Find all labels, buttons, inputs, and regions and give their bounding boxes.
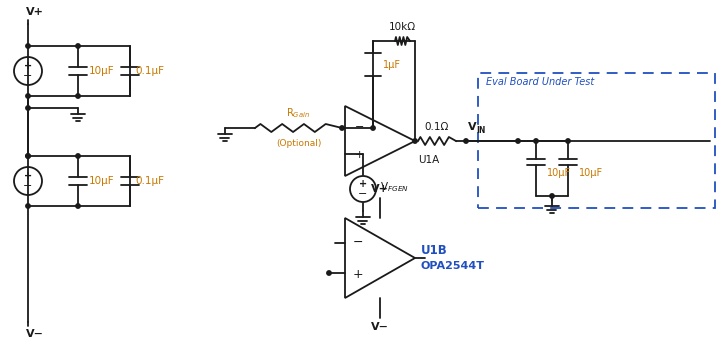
Text: U1A: U1A [418,155,439,165]
Text: R$_{Gain}$: R$_{Gain}$ [286,106,310,120]
Text: U1B: U1B [421,244,448,256]
Circle shape [550,194,554,198]
Circle shape [26,94,30,98]
Text: −: − [353,236,363,248]
Text: +: + [24,61,32,71]
Circle shape [26,204,30,208]
Circle shape [370,126,376,130]
Text: V−: V− [371,322,389,332]
Circle shape [76,154,80,158]
Circle shape [76,204,80,208]
Circle shape [76,94,80,98]
Text: 0.1Ω: 0.1Ω [425,122,450,132]
Circle shape [327,271,331,275]
Circle shape [534,139,538,143]
Text: V−: V− [26,329,44,339]
Text: +: + [359,179,367,189]
Text: IN: IN [476,126,485,135]
Circle shape [464,139,468,143]
Circle shape [76,44,80,48]
Text: −: − [358,189,368,199]
Text: V+: V+ [26,7,44,17]
Text: 1μF: 1μF [383,60,401,70]
Circle shape [26,154,30,158]
Circle shape [26,106,30,110]
Text: −: − [23,71,33,81]
Circle shape [340,126,344,130]
Circle shape [566,139,570,143]
Text: 10kΩ: 10kΩ [389,22,416,32]
Text: (Optional): (Optional) [276,139,321,148]
Text: 10μF: 10μF [579,167,603,177]
Text: +: + [24,171,32,181]
Text: 0.1μF: 0.1μF [135,176,164,186]
Text: V+: V+ [371,184,389,194]
Text: 10μF: 10μF [89,66,115,76]
Text: 10μF: 10μF [89,176,115,186]
Text: Eval Board Under Test: Eval Board Under Test [486,77,594,87]
Circle shape [26,154,30,158]
Text: OPA2544T: OPA2544T [421,261,485,271]
Text: −: − [23,181,33,191]
Circle shape [26,44,30,48]
Text: +: + [353,267,364,281]
Circle shape [413,139,417,143]
Text: V$_{FGEN}$: V$_{FGEN}$ [380,180,409,194]
Circle shape [515,139,521,143]
Text: −: − [355,122,365,132]
Text: 0.1μF: 0.1μF [135,66,164,76]
Text: 10μF: 10μF [547,167,571,177]
Text: +: + [355,150,365,160]
Bar [478,73,715,208]
Text: V: V [468,122,476,132]
